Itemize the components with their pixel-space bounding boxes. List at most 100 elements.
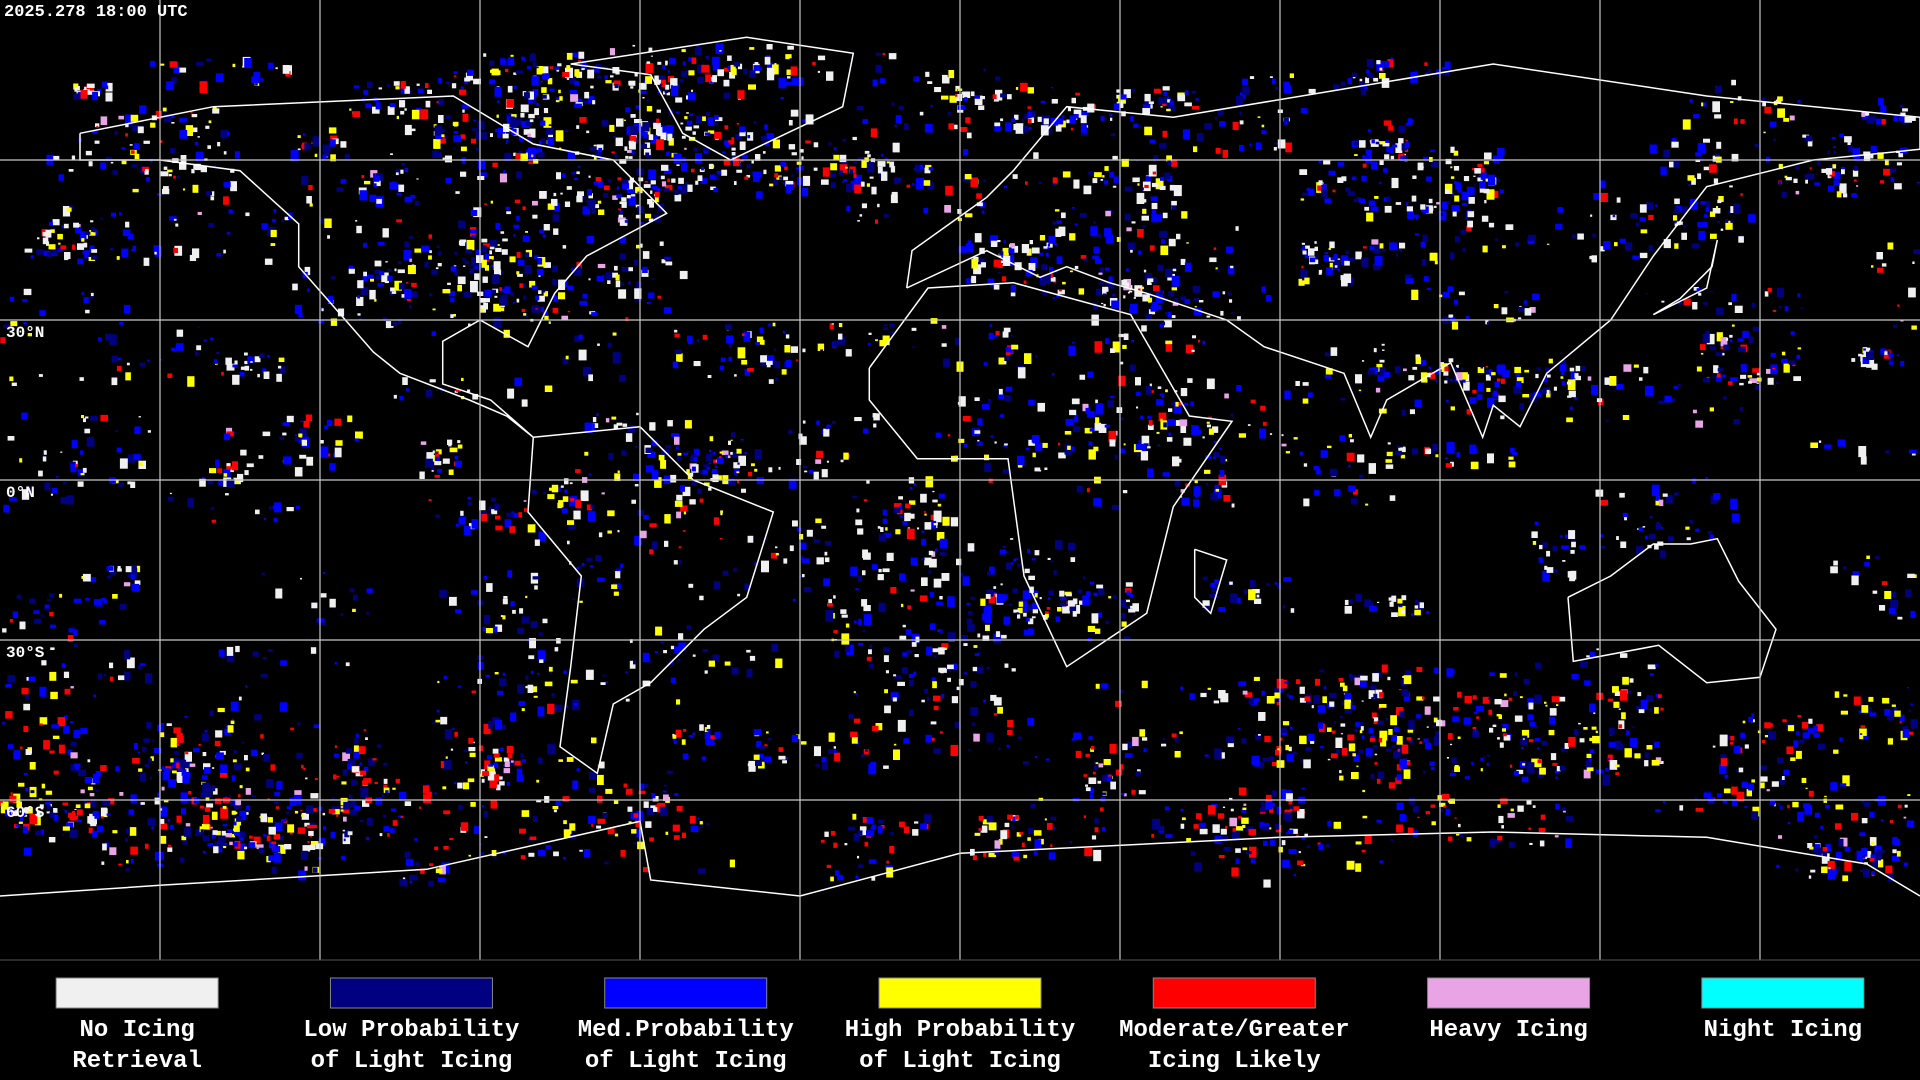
icing-pixel	[629, 177, 634, 183]
icing-pixel	[1073, 179, 1080, 189]
icing-pixel	[1733, 203, 1741, 214]
icing-pixel	[270, 229, 277, 238]
icing-pixel	[815, 518, 822, 524]
icing-pixel	[1861, 111, 1870, 116]
icing-pixel	[507, 570, 513, 578]
icing-pixel	[609, 124, 615, 132]
icing-pixel	[144, 764, 149, 767]
icing-pixel	[626, 180, 634, 190]
icing-pixel	[467, 501, 472, 506]
icing-pixel	[555, 130, 564, 142]
icing-pixel	[1248, 589, 1256, 601]
icing-pixel	[1165, 340, 1173, 345]
icing-pixel	[1810, 442, 1818, 448]
icing-pixel	[535, 308, 538, 310]
icing-pixel	[1052, 297, 1055, 299]
icing-pixel	[643, 784, 649, 788]
icing-pixel	[1505, 224, 1514, 230]
icing-pixel	[1670, 398, 1676, 402]
icing-pixel	[123, 304, 131, 314]
icing-pixel	[680, 485, 685, 492]
icing-pixel	[528, 91, 534, 100]
icing-pixel	[948, 70, 955, 79]
icing-pixel	[1701, 148, 1707, 153]
icing-pixel	[503, 291, 506, 294]
icing-pixel	[723, 67, 730, 72]
icing-pixel	[1879, 605, 1886, 611]
icing-pixel	[477, 160, 486, 170]
icing-pixel	[140, 772, 146, 782]
icing-pixel	[747, 132, 754, 141]
icing-pixel	[728, 440, 731, 445]
icing-pixel	[758, 753, 764, 761]
icing-pixel	[1293, 873, 1296, 877]
icing-pixel	[708, 462, 712, 465]
icing-pixel	[387, 269, 392, 272]
icing-pixel	[663, 307, 672, 314]
icing-pixel	[982, 635, 990, 641]
icing-pixel	[1167, 99, 1171, 103]
icing-pixel	[573, 177, 579, 180]
icing-pixel	[11, 382, 17, 386]
icing-pixel	[212, 108, 220, 114]
icing-pixel	[820, 349, 824, 352]
icing-pixel	[1007, 730, 1013, 735]
icing-pixel	[1754, 144, 1759, 148]
icing-pixel	[1715, 154, 1720, 157]
icing-pixel	[988, 822, 997, 831]
icing-pixel	[543, 117, 552, 128]
icing-pixel	[650, 190, 653, 194]
icing-pixel	[1340, 255, 1349, 266]
icing-pixel	[567, 310, 571, 313]
icing-pixel	[1139, 199, 1147, 203]
icing-pixel	[1863, 868, 1870, 878]
icing-pixel	[497, 127, 506, 134]
icing-pixel	[473, 207, 482, 218]
icing-pixel	[351, 779, 357, 786]
icing-pixel	[63, 481, 67, 485]
icing-pixel	[150, 756, 154, 761]
icing-pixel	[937, 503, 942, 507]
icing-pixel	[475, 133, 481, 140]
icing-pixel	[973, 264, 982, 275]
icing-pixel	[1095, 258, 1102, 264]
icing-pixel	[619, 253, 627, 260]
icing-pixel	[244, 470, 249, 476]
icing-pixel	[846, 184, 853, 193]
icing-pixel	[327, 453, 331, 457]
icing-pixel	[731, 137, 735, 141]
icing-pixel	[1524, 369, 1529, 373]
icing-pixel	[1778, 306, 1783, 309]
icing-pixel	[976, 441, 983, 446]
icing-pixel	[101, 815, 104, 819]
icing-pixel	[1777, 108, 1785, 118]
icing-pixel	[374, 260, 382, 267]
icing-pixel	[23, 703, 31, 711]
icing-pixel	[1193, 308, 1202, 316]
icing-pixel	[1198, 828, 1201, 830]
icing-pixel	[1853, 165, 1858, 171]
icing-pixel	[130, 114, 139, 122]
icing-pixel	[988, 332, 994, 340]
icing-pixel	[16, 594, 22, 599]
icing-pixel	[1717, 199, 1722, 204]
icing-pixel	[1486, 387, 1491, 392]
icing-pixel	[1309, 257, 1316, 263]
icing-pixel	[784, 345, 791, 353]
icing-pixel	[1717, 221, 1720, 223]
icing-pixel	[1804, 135, 1813, 142]
icing-pixel	[1158, 412, 1167, 422]
icing-pixel	[87, 759, 91, 763]
icing-pixel	[216, 253, 221, 257]
icing-pixel	[771, 643, 779, 652]
icing-pixel	[1712, 208, 1721, 214]
icing-pixel	[678, 642, 687, 651]
icing-pixel	[1318, 722, 1324, 729]
icing-pixel	[924, 123, 933, 133]
icing-pixel	[1398, 140, 1404, 144]
icing-pixel	[998, 127, 1002, 130]
icing-pixel	[1703, 166, 1710, 171]
icing-pixel	[986, 666, 990, 670]
icing-pixel	[456, 524, 459, 527]
icing-pixel	[816, 420, 820, 425]
